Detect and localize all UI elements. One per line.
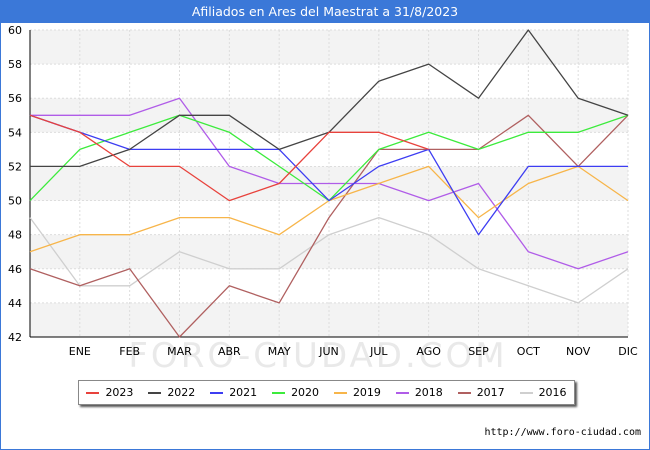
legend-swatch	[457, 391, 471, 394]
legend-swatch	[148, 391, 162, 394]
legend-label: 2021	[229, 386, 258, 399]
x-tick-label: SEP	[468, 345, 489, 358]
legend-swatch	[395, 391, 409, 394]
x-tick-label: ENE	[69, 345, 91, 358]
x-tick-label: FEB	[119, 345, 140, 358]
chart-title: Afiliados en Ares del Maestrat a 31/8/20…	[0, 0, 650, 23]
series-line-2017	[29, 114, 629, 338]
y-tick-label: 60	[8, 24, 22, 37]
y-tick-label: 54	[8, 126, 22, 139]
series-lines	[29, 29, 629, 338]
legend-swatch	[86, 391, 100, 394]
watermark: FORO-CIUDAD.COM	[128, 336, 507, 376]
legend-item-2023: 2023	[86, 386, 133, 399]
y-tick-label: 46	[8, 263, 22, 276]
y-tick-label: 56	[8, 92, 22, 105]
y-tick-label: 50	[8, 195, 22, 208]
y-tick-label: 58	[8, 58, 22, 71]
legend-label: 2017	[476, 386, 505, 399]
source-credit: http://www.foro-ciudad.com	[484, 427, 641, 438]
x-tick-label: JUN	[318, 345, 339, 358]
series-line-2018	[30, 97, 629, 270]
legend-label: 2018	[414, 386, 443, 399]
legend-item-2020: 2020	[272, 386, 319, 399]
legend: 2023 2022 2021 2020 2019 2018 2017 2016	[78, 380, 575, 405]
legend-swatch	[519, 391, 533, 394]
grid-band	[30, 64, 628, 99]
legend-label: 2023	[105, 386, 134, 399]
x-tick-label: ABR	[218, 345, 241, 358]
legend-item-2017: 2017	[457, 386, 505, 399]
series-line-2016	[29, 216, 629, 304]
legend-label: 2020	[291, 386, 320, 399]
x-tick-label: MAR	[167, 345, 192, 358]
y-tick-label: 42	[8, 331, 22, 344]
legend-label: 2022	[167, 386, 196, 399]
legend-swatch	[333, 391, 347, 394]
y-tick-label: 44	[8, 297, 22, 310]
legend-item-2022: 2022	[148, 386, 195, 399]
legend-label: 2016	[538, 386, 567, 399]
x-tick-label: MAY	[268, 345, 291, 358]
grid-band	[30, 132, 628, 167]
legend-swatch	[272, 391, 286, 394]
legend-item-2018: 2018	[395, 386, 443, 399]
x-tick-label: NOV	[566, 345, 591, 358]
y-tick-label: 48	[8, 229, 22, 242]
y-tick-label: 52	[8, 160, 22, 173]
legend-item-2021: 2021	[210, 386, 257, 399]
x-tick-label: OCT	[517, 345, 540, 358]
legend-item-2016: 2016	[519, 386, 567, 399]
legend-label: 2019	[352, 386, 381, 399]
legend-swatch	[210, 391, 224, 394]
y-tick-labels: 42 44 46 48 50 52 54 56 58 60	[8, 24, 22, 344]
legend-item-2019: 2019	[333, 386, 381, 399]
x-tick-labels: ENE FEB MAR ABR MAY JUN JUL AGO SEP OCT NOV DIC	[69, 345, 638, 358]
x-tick-label: DIC	[618, 345, 638, 358]
x-tick-label: JUL	[369, 345, 388, 358]
x-tick-label: AGO	[416, 345, 441, 358]
series-line-2023	[29, 114, 429, 202]
